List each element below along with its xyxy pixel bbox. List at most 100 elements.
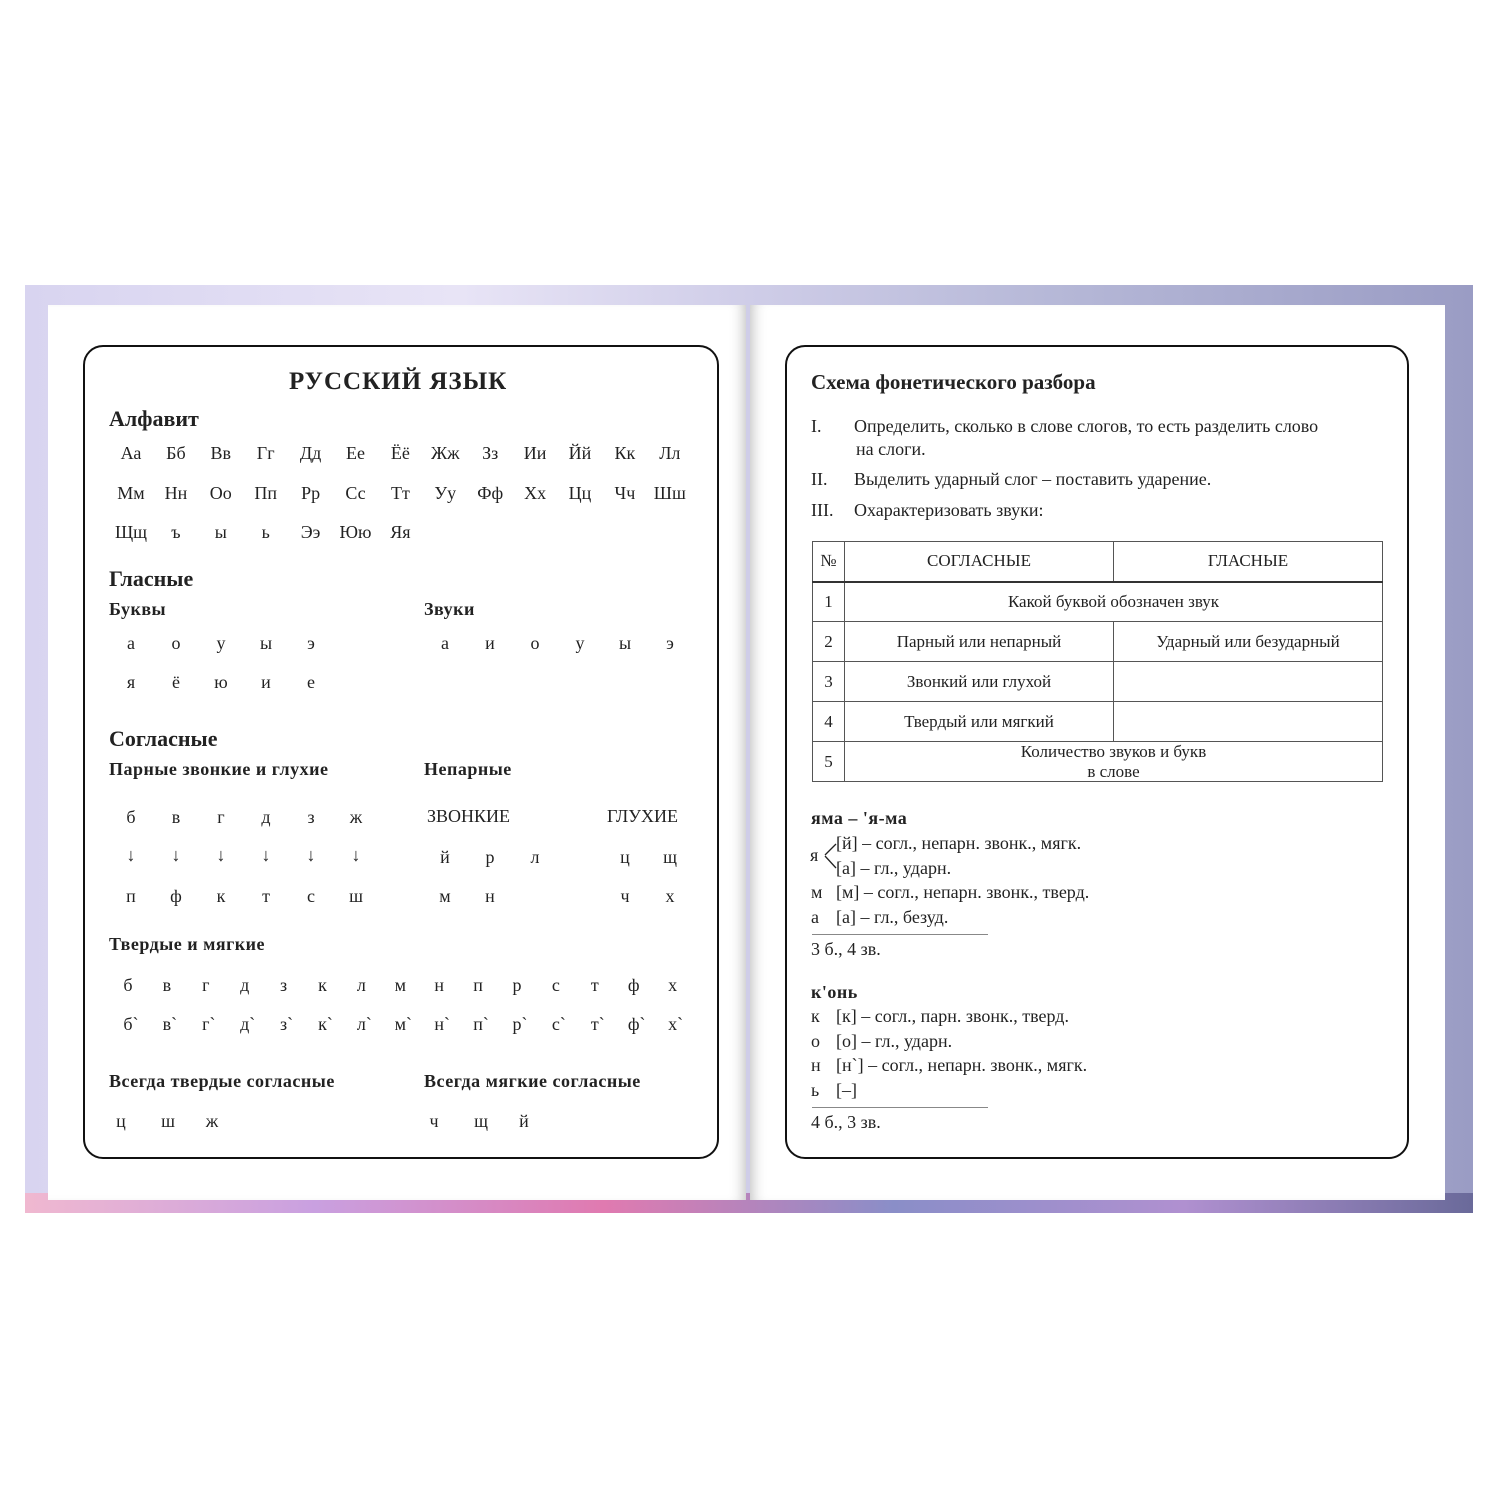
letter: я: [126, 672, 136, 692]
arrow-down-icon: ↓: [216, 845, 226, 865]
letter: ц: [620, 847, 630, 867]
letter: э: [307, 633, 315, 653]
letter: г: [217, 807, 225, 827]
table-row: 1 Какой буквой обозначен звук: [812, 581, 1383, 622]
arrow-down-icon: ↓: [306, 845, 316, 865]
step-3-text: Охарактеризовать звуки:: [854, 500, 1044, 520]
letter: н: [434, 975, 445, 995]
letter: Аа: [120, 443, 142, 463]
letter: м: [439, 886, 451, 906]
row-num: 2: [812, 621, 845, 662]
letter: з`: [280, 1014, 294, 1034]
letter: Чч: [614, 482, 636, 503]
alphabet-heading: Алфавит: [109, 406, 199, 431]
letter: н`: [434, 1014, 451, 1034]
letter: к: [216, 886, 226, 906]
letter: Яя: [390, 522, 411, 542]
letter: Жж: [431, 443, 460, 463]
sound-description: [а] – гл., ударн.: [836, 857, 952, 878]
letter: р: [485, 847, 495, 867]
letter: ы: [214, 522, 227, 542]
row-text: Какой буквой обозначен звук: [844, 581, 1383, 622]
left-page: [48, 305, 746, 1200]
letter: б`: [123, 1014, 139, 1034]
table-row: 3 Звонкий или глухой: [812, 661, 1383, 702]
letter: Бб: [166, 443, 186, 463]
unpaired-label: Непарные: [424, 759, 512, 779]
paired-label: Парные звонкие и глухие: [109, 759, 329, 779]
letter: й: [519, 1111, 529, 1131]
letter: г: [202, 975, 210, 995]
letter: Ее: [346, 443, 365, 463]
letter: в`: [162, 1014, 178, 1034]
table-row: 2 Парный или непарный Ударный или безударн…: [812, 621, 1383, 662]
letter: н: [485, 886, 495, 906]
row-num: 3: [812, 661, 845, 702]
letter: ё: [172, 672, 180, 692]
letter: е: [307, 672, 315, 692]
letter: Оо: [209, 482, 232, 503]
arrow-down-icon: ↓: [171, 845, 181, 865]
left-frame: [83, 345, 719, 1159]
letter: т: [590, 975, 599, 995]
sound-description: [м] – согл., непарн. звонк., тверд.: [836, 882, 1090, 902]
letter: Лл: [659, 443, 681, 463]
vowel-cell: [1113, 661, 1383, 702]
arrow-down-icon: ↓: [261, 845, 271, 865]
letter: Вв: [210, 443, 232, 463]
letter: п: [126, 886, 136, 906]
letter: ф: [170, 886, 182, 906]
example2-total: 4 б., 3 зв.: [811, 1112, 881, 1132]
letter: Цц: [568, 482, 592, 503]
sound-description: [о] – гл., ударн.: [836, 1030, 953, 1051]
letter: ч: [620, 886, 630, 906]
letter: д: [261, 807, 271, 827]
sound-description: [а] – гл., безуд.: [836, 906, 949, 927]
letter: р`: [512, 1014, 528, 1034]
letter: Пп: [254, 482, 278, 503]
letter: х`: [668, 1014, 684, 1034]
letter: н: [811, 1055, 821, 1075]
phonetic-table: № СОГЛАСНЫЕ ГЛАСНЫЕ 1 Какой буквой обозначе…: [812, 541, 1383, 783]
letter: х: [668, 975, 678, 995]
letter: к: [811, 1006, 820, 1026]
step-1-text-cont: на слоги.: [856, 439, 926, 459]
letter: Йй: [568, 443, 592, 463]
letter: д`: [240, 1014, 256, 1034]
letter: с: [551, 975, 560, 995]
letter: Зз: [482, 443, 499, 463]
consonants-heading: Согласные: [109, 726, 218, 751]
letter: т: [262, 886, 270, 906]
letter: б: [126, 807, 136, 827]
letter: Ёё: [390, 443, 410, 463]
letter: Дд: [299, 443, 322, 463]
letter: х: [665, 886, 675, 906]
letter: ъ: [171, 522, 181, 542]
letter: ш: [161, 1111, 175, 1131]
vowel-cell: [1113, 701, 1383, 742]
letter: ч: [429, 1111, 439, 1131]
letter: э: [666, 633, 674, 653]
vowel-cell: Ударный или безударный: [1113, 621, 1383, 662]
letter: п: [473, 975, 483, 995]
letter: ж: [205, 1111, 219, 1131]
sound-description: [–]: [836, 1079, 857, 1100]
letter: Юю: [339, 522, 372, 542]
arrow-down-icon: ↓: [126, 845, 136, 865]
step-1-num: I.: [811, 416, 822, 436]
letter: ы: [618, 633, 632, 653]
letter: к`: [318, 1014, 333, 1034]
letter: л: [356, 975, 366, 995]
letter: Сс: [345, 482, 366, 503]
letter: ь: [811, 1079, 820, 1100]
example2-word: к'онь: [811, 982, 858, 1002]
letter: л`: [356, 1014, 372, 1034]
letter: б: [123, 975, 133, 995]
sound-description: [к] – согл., парн. звонк., тверд.: [836, 1006, 1069, 1026]
letter: д: [240, 975, 250, 995]
voiceless-label: ГЛУХИЕ: [607, 806, 678, 826]
letter: Нн: [164, 482, 188, 503]
letter: с: [307, 886, 315, 906]
letter: Фф: [477, 482, 504, 503]
always-soft-heading: Всегда мягкие согласные: [424, 1071, 641, 1091]
